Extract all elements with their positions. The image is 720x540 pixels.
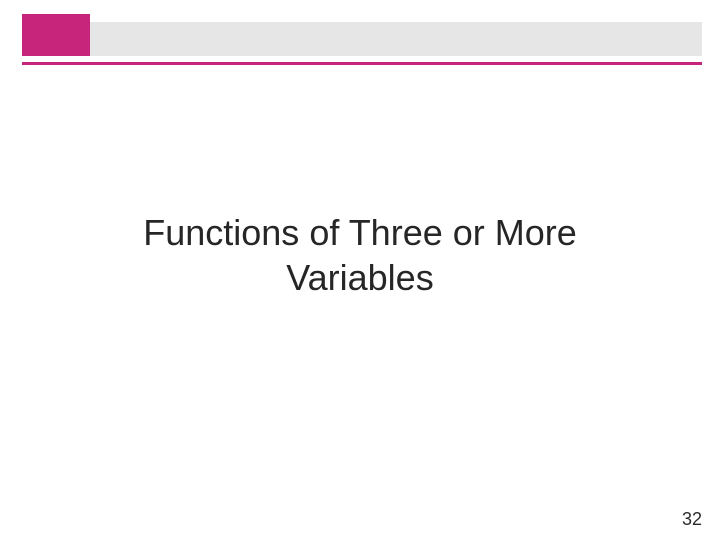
header-accent-square bbox=[22, 14, 90, 56]
title-line-1: Functions of Three or More bbox=[143, 212, 577, 253]
slide-title: Functions of Three or More Variables bbox=[0, 210, 720, 300]
page-number: 32 bbox=[682, 509, 702, 530]
slide: Functions of Three or More Variables 32 bbox=[0, 0, 720, 540]
title-line-2: Variables bbox=[286, 257, 433, 298]
header-rule bbox=[22, 62, 702, 65]
header-band bbox=[22, 22, 702, 56]
